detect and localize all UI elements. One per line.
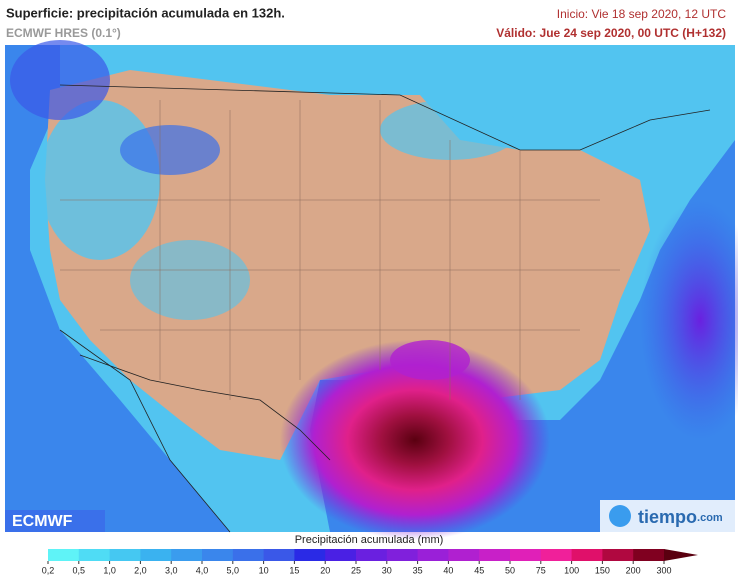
precip-area — [130, 240, 250, 320]
precip-area — [10, 40, 110, 120]
tick-label: 5,0 — [227, 565, 240, 575]
color-step — [602, 549, 634, 561]
color-step — [232, 549, 265, 561]
color-step — [325, 549, 357, 561]
tick-label: 45 — [474, 565, 484, 575]
tick-label: 10 — [259, 565, 269, 575]
color-step — [202, 549, 234, 561]
tick-label: 200 — [626, 565, 641, 575]
tick-label: 20 — [320, 565, 330, 575]
color-step — [386, 549, 419, 561]
tiempo-logo: tiempo.com — [638, 507, 723, 527]
color-arrow — [664, 549, 698, 561]
tick-label: 30 — [382, 565, 392, 575]
precip-area — [640, 200, 738, 440]
color-step — [633, 549, 665, 561]
tick-label: 25 — [351, 565, 361, 575]
color-step — [479, 549, 511, 561]
tick-label: 150 — [595, 565, 610, 575]
color-step — [540, 549, 573, 561]
valid-time: Válido: Jue 24 sep 2020, 00 UTC (H+132) — [496, 26, 726, 40]
color-step — [448, 549, 480, 561]
tick-label: 35 — [413, 565, 423, 575]
tick-label: 0,2 — [42, 565, 55, 575]
color-step — [78, 549, 111, 561]
color-step — [571, 549, 603, 561]
tick-label: 50 — [505, 565, 515, 575]
tick-label: 300 — [656, 565, 671, 575]
color-step — [356, 549, 388, 561]
color-step — [140, 549, 172, 561]
logo-box — [5, 510, 105, 532]
init-time: Inicio: Vie 18 sep 2020, 12 UTC — [557, 7, 727, 21]
color-step — [109, 549, 141, 561]
tick-label: 100 — [564, 565, 579, 575]
color-step — [263, 549, 295, 561]
colorbar: 0,2 0,5 1,0 2,0 3,0 4,0 5,0 10 15 20 25 30 35 40 45 50 7… — [42, 549, 698, 575]
logo-text: tiempo — [638, 507, 697, 527]
tick-label: 4,0 — [196, 565, 209, 575]
precip-area — [40, 100, 160, 260]
color-step — [294, 549, 326, 561]
tick-label: 15 — [289, 565, 299, 575]
tick-label: 0,5 — [73, 565, 86, 575]
color-step — [417, 549, 449, 561]
precip-area — [390, 340, 470, 380]
model: ECMWF HRES (0.1°) — [6, 26, 121, 40]
tick-label: 1,0 — [103, 565, 116, 575]
logo-icon — [609, 505, 631, 527]
precip-max — [280, 340, 550, 540]
logo-suffix: .com — [697, 512, 723, 524]
state-lines — [60, 100, 620, 400]
color-step — [510, 549, 542, 561]
map: ECMWF tiempo.com — [5, 40, 738, 540]
color-step — [171, 549, 203, 561]
tick-label: 75 — [536, 565, 546, 575]
color-step — [48, 549, 80, 561]
precip-area — [380, 100, 520, 160]
legend-title: Precipitación acumulada (mm) — [295, 534, 444, 546]
tick-label: 40 — [443, 565, 453, 575]
tick-label: 3,0 — [165, 565, 178, 575]
ecmwf-logo: ECMWF — [12, 513, 73, 530]
title: Superficie: precipitación acumulada en 1… — [6, 5, 285, 20]
tick-label: 2,0 — [134, 565, 147, 575]
precip-area — [120, 125, 220, 175]
